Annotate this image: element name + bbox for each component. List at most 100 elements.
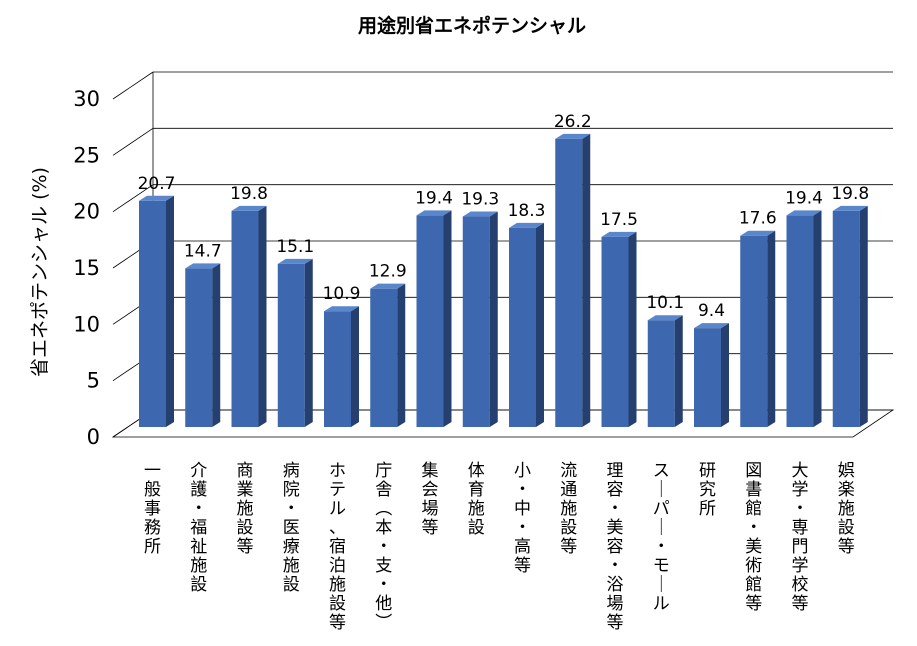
- y-axis-label: 省エネポテンシャル (%): [29, 167, 51, 377]
- gridline-depth: [112, 71, 154, 100]
- y-tick-label: 5: [87, 369, 100, 393]
- bar: [740, 230, 776, 427]
- bar: [509, 222, 544, 427]
- bar-front: [694, 328, 721, 427]
- y-tick-label: 20: [73, 200, 100, 224]
- bar: [555, 133, 591, 427]
- bar-top: [694, 323, 729, 329]
- bar-top: [416, 210, 452, 216]
- bar-side: [859, 205, 868, 427]
- data-label: 17.6: [739, 209, 777, 229]
- data-label: 19.4: [415, 188, 453, 208]
- bar-front: [601, 236, 629, 427]
- bar-top: [462, 211, 498, 217]
- bar-side: [351, 306, 359, 427]
- category-label: ホテル、宿泊施設等: [329, 461, 346, 633]
- bar: [462, 211, 498, 427]
- category-label: 介護・福祉施設: [190, 461, 207, 595]
- bar-front: [139, 200, 166, 427]
- bar-front: [324, 311, 351, 427]
- bar-top: [324, 306, 359, 312]
- bar-top: [231, 205, 267, 211]
- bar: [694, 323, 729, 427]
- category-label: 病院・医療施設: [283, 461, 300, 595]
- data-label: 15.1: [276, 237, 314, 257]
- bar-front: [185, 268, 213, 427]
- category-label: 理容・美容・浴場等: [607, 461, 624, 633]
- bar-side: [258, 205, 267, 427]
- bar-side: [582, 133, 591, 427]
- bar-top: [647, 315, 683, 321]
- bar-front: [647, 320, 675, 427]
- category-label: 庁舎︵本・支・他︶: [375, 461, 392, 633]
- bar-front: [786, 215, 814, 427]
- bar: [185, 263, 221, 427]
- category-label: ス｜パ｜・モ｜ル: [653, 461, 670, 614]
- bar-front: [462, 216, 490, 427]
- y-tick-label: 25: [73, 143, 100, 167]
- bar-side: [721, 323, 729, 427]
- category-labels: 一般事務所 介護・福祉施設 商業施設等 病院・医療施設 ホテル、宿泊施設等 庁舎︵本・支・…: [144, 461, 855, 633]
- bar-top: [277, 258, 313, 264]
- bar: [416, 210, 452, 427]
- bar-side: [767, 230, 776, 427]
- data-label: 18.3: [508, 201, 546, 221]
- bar: [647, 315, 683, 427]
- gridline-depth: [112, 128, 154, 156]
- bar-top: [601, 231, 637, 237]
- bar-side: [674, 315, 683, 427]
- bar-top: [139, 195, 174, 201]
- bar-side: [536, 222, 544, 427]
- y-tick-label: 0: [87, 425, 100, 449]
- bar-side: [212, 263, 221, 427]
- y-tick-label: 15: [73, 256, 100, 280]
- bar-side: [397, 283, 406, 427]
- data-labels: 20.7 14.7 19.8 15.1 10.9 12.9 19.4 19.3 18.3 26.2…: [138, 112, 870, 321]
- bar: [601, 231, 637, 427]
- category-label: 集会場等: [422, 461, 439, 538]
- bar: [370, 283, 406, 427]
- category-label: 図書館・美術館等: [745, 461, 762, 614]
- bar-front: [555, 138, 583, 427]
- bar: [832, 205, 868, 427]
- data-label: 19.8: [831, 184, 869, 204]
- bar-front: [416, 215, 444, 427]
- y-tick-label: 10: [73, 312, 100, 336]
- bar: [139, 195, 174, 427]
- bar-side: [443, 210, 452, 427]
- bar-front: [231, 210, 259, 427]
- y-tick-label: 30: [73, 87, 100, 111]
- bars: [139, 133, 868, 427]
- data-label: 26.2: [554, 112, 592, 132]
- data-label: 10.1: [646, 293, 684, 313]
- bar-side: [813, 210, 822, 427]
- bar-front: [370, 288, 398, 427]
- bar-front: [740, 235, 768, 427]
- bar-top: [740, 230, 776, 236]
- grid: [111, 71, 895, 438]
- gridline-depth: [112, 184, 154, 212]
- data-label: 9.4: [698, 301, 725, 321]
- category-label: 商業施設等: [237, 461, 254, 557]
- bar-top: [555, 133, 591, 139]
- bar-top: [786, 210, 822, 216]
- data-label: 17.5: [600, 210, 638, 230]
- bar-front: [509, 227, 536, 427]
- bar: [786, 210, 822, 427]
- data-label: 19.4: [785, 188, 823, 208]
- bar-top: [509, 222, 544, 228]
- bar-top: [185, 263, 221, 269]
- bar-side: [628, 231, 637, 427]
- bar-side: [304, 258, 313, 427]
- category-label: 流通施設等: [560, 461, 577, 557]
- bar-side: [489, 211, 498, 427]
- data-label: 19.3: [461, 190, 499, 210]
- category-label: 体育施設: [468, 461, 485, 538]
- data-label: 20.7: [138, 174, 176, 194]
- bar: [277, 258, 313, 427]
- data-label: 19.8: [230, 184, 268, 204]
- y-tick-labels: 0 5 10 15 20 25 30: [73, 87, 100, 449]
- data-label: 14.7: [184, 241, 222, 261]
- bar-front: [277, 263, 305, 427]
